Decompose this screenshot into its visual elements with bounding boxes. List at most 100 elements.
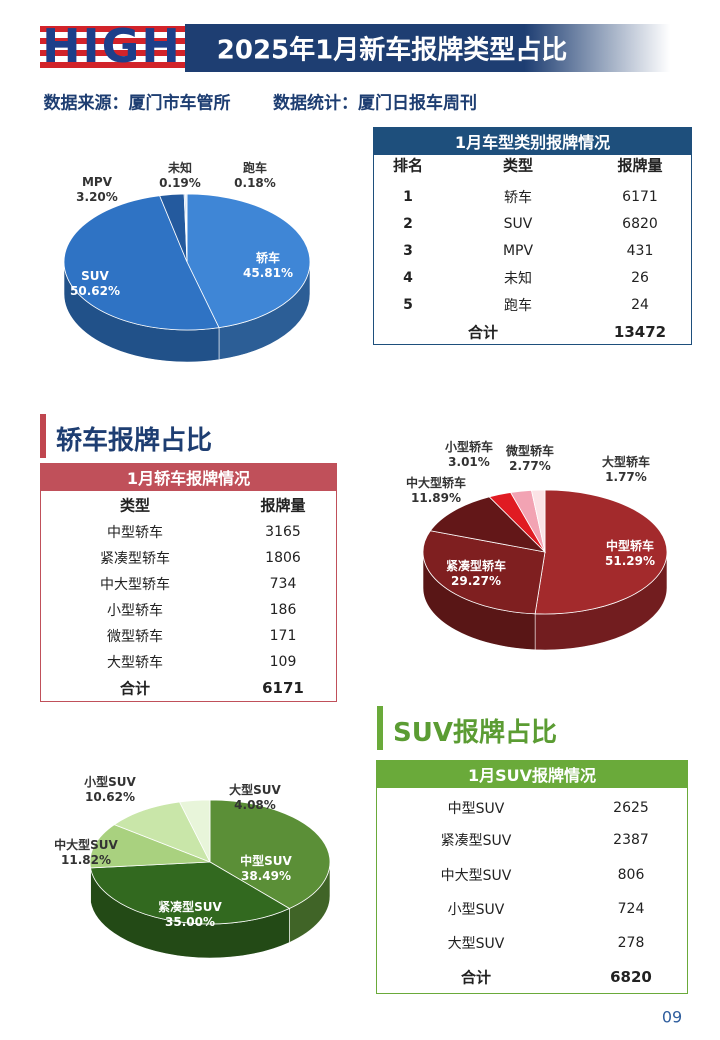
table-cell: 中型SUV — [447, 801, 505, 817]
slice-label: 小型SUV — [84, 774, 136, 789]
slice-label: 紧凑型SUV — [158, 899, 222, 914]
table-cell: 5 — [403, 297, 413, 313]
pie-side — [89, 861, 91, 902]
pie-slice — [159, 193, 188, 263]
pie-side — [63, 261, 220, 363]
slice-value: 38.49% — [241, 869, 291, 883]
table-title: 1月轿车报牌情况 — [126, 469, 251, 488]
slice-value: 10.62% — [85, 790, 135, 804]
table-title: 1月SUV报牌情况 — [467, 766, 597, 785]
pie-slice — [185, 193, 188, 263]
slice-value: 50.62% — [70, 284, 120, 298]
table-cell: 6171 — [622, 189, 658, 205]
slice-label: 小型轿车 — [445, 439, 493, 454]
pie-slice — [63, 195, 220, 331]
table-cell: 26 — [631, 270, 649, 286]
total-value: 6820 — [610, 968, 652, 986]
table-cell: 跑车 — [504, 298, 532, 314]
slice-label: 跑车 — [243, 160, 267, 175]
table-cell: 未知 — [504, 271, 532, 287]
pie-slice — [90, 861, 291, 925]
table-cell: 278 — [617, 935, 645, 951]
slice-value: 35.00% — [165, 915, 215, 929]
table-cell: 186 — [269, 602, 297, 618]
slice-value: 1.77% — [605, 470, 647, 484]
section-bar — [377, 706, 383, 750]
slice-label: SUV — [81, 269, 109, 283]
slice-value: 3.01% — [448, 455, 490, 469]
slice-label: 中大型轿车 — [406, 475, 466, 490]
pie-side — [90, 867, 290, 959]
table-cell: 2 — [403, 216, 413, 232]
pie-side — [218, 261, 311, 361]
table-header-bar — [40, 463, 337, 491]
pie-slice — [534, 489, 668, 615]
section-title: 轿车报牌占比 — [56, 426, 213, 456]
table-cell: 中型轿车 — [107, 525, 163, 541]
pie-slice — [429, 496, 547, 553]
column-header: 报牌量 — [617, 156, 663, 175]
section-title: SUV报牌占比 — [393, 718, 557, 748]
table-header-bar — [373, 127, 692, 155]
pie-slice — [530, 489, 546, 553]
column-header: 类型 — [502, 156, 534, 175]
slice-label: 轿车 — [256, 250, 280, 265]
table-cell: 2387 — [613, 832, 649, 848]
table-cell: 2625 — [613, 800, 649, 816]
table-cell: 4 — [403, 270, 413, 286]
slice-label: MPV — [82, 175, 113, 189]
slice-label: 微型轿车 — [505, 443, 554, 458]
table-cell: 3 — [403, 243, 413, 259]
table-cell: 中大型轿车 — [100, 577, 170, 593]
page-number: 09 — [661, 1007, 683, 1027]
total-label: 合计 — [467, 323, 499, 342]
pie-slice — [178, 799, 211, 863]
total-value: 13472 — [613, 323, 667, 341]
pie-slice — [488, 492, 546, 553]
table-cell: SUV — [503, 216, 533, 232]
slice-value: 45.81% — [243, 266, 293, 280]
slice-value: 11.82% — [61, 853, 111, 867]
pie-slice — [183, 193, 188, 263]
slice-value: 29.27% — [451, 574, 501, 588]
table-title: 1月车型类别报牌情况 — [454, 133, 611, 152]
slice-value: 0.19% — [159, 176, 201, 190]
slice-label: 中大型SUV — [54, 837, 118, 852]
slice-value: 11.89% — [411, 491, 461, 505]
table-cell: 紧凑型SUV — [440, 833, 512, 849]
section-bar — [40, 414, 46, 458]
table-cell: 24 — [631, 297, 649, 313]
slice-label: 中型轿车 — [606, 538, 654, 553]
table-cell: 微型轿车 — [107, 629, 163, 645]
slice-label: 大型SUV — [229, 782, 281, 797]
table-cell: 3165 — [265, 524, 301, 540]
table-cell: 1806 — [265, 550, 301, 566]
table-cell: 大型SUV — [447, 936, 505, 952]
pie-slice — [89, 824, 211, 869]
pie-side — [289, 861, 331, 943]
table-header-bar — [376, 760, 688, 788]
slice-label: 大型轿车 — [602, 454, 650, 469]
slice-value: 0.18% — [234, 176, 276, 190]
pie-slice — [510, 489, 546, 553]
pie-side — [422, 551, 536, 651]
table-cell: 小型SUV — [447, 902, 505, 918]
slice-label: 紧凑型轿车 — [446, 558, 506, 573]
logo: HIGH — [42, 19, 182, 73]
table-cell: 431 — [626, 243, 654, 259]
title: 2025年1月新车报牌类型占比 — [216, 35, 568, 66]
slice-value: 2.77% — [509, 459, 551, 473]
pie-side — [534, 551, 668, 651]
table-cell: 小型轿车 — [107, 603, 163, 619]
table-cell: 109 — [269, 654, 297, 670]
slice-value: 4.08% — [234, 798, 276, 812]
table-cell: 171 — [269, 628, 297, 644]
source: 数据来源：厦门市车管所 — [43, 93, 231, 114]
pie-slice — [113, 801, 211, 863]
column-header: 报牌量 — [260, 496, 306, 515]
pie-slice — [422, 530, 546, 615]
stats: 数据统计：厦门日报车周刊 — [273, 93, 477, 114]
table-cell: 6820 — [622, 216, 658, 232]
table-cell: 中大型SUV — [440, 868, 512, 884]
